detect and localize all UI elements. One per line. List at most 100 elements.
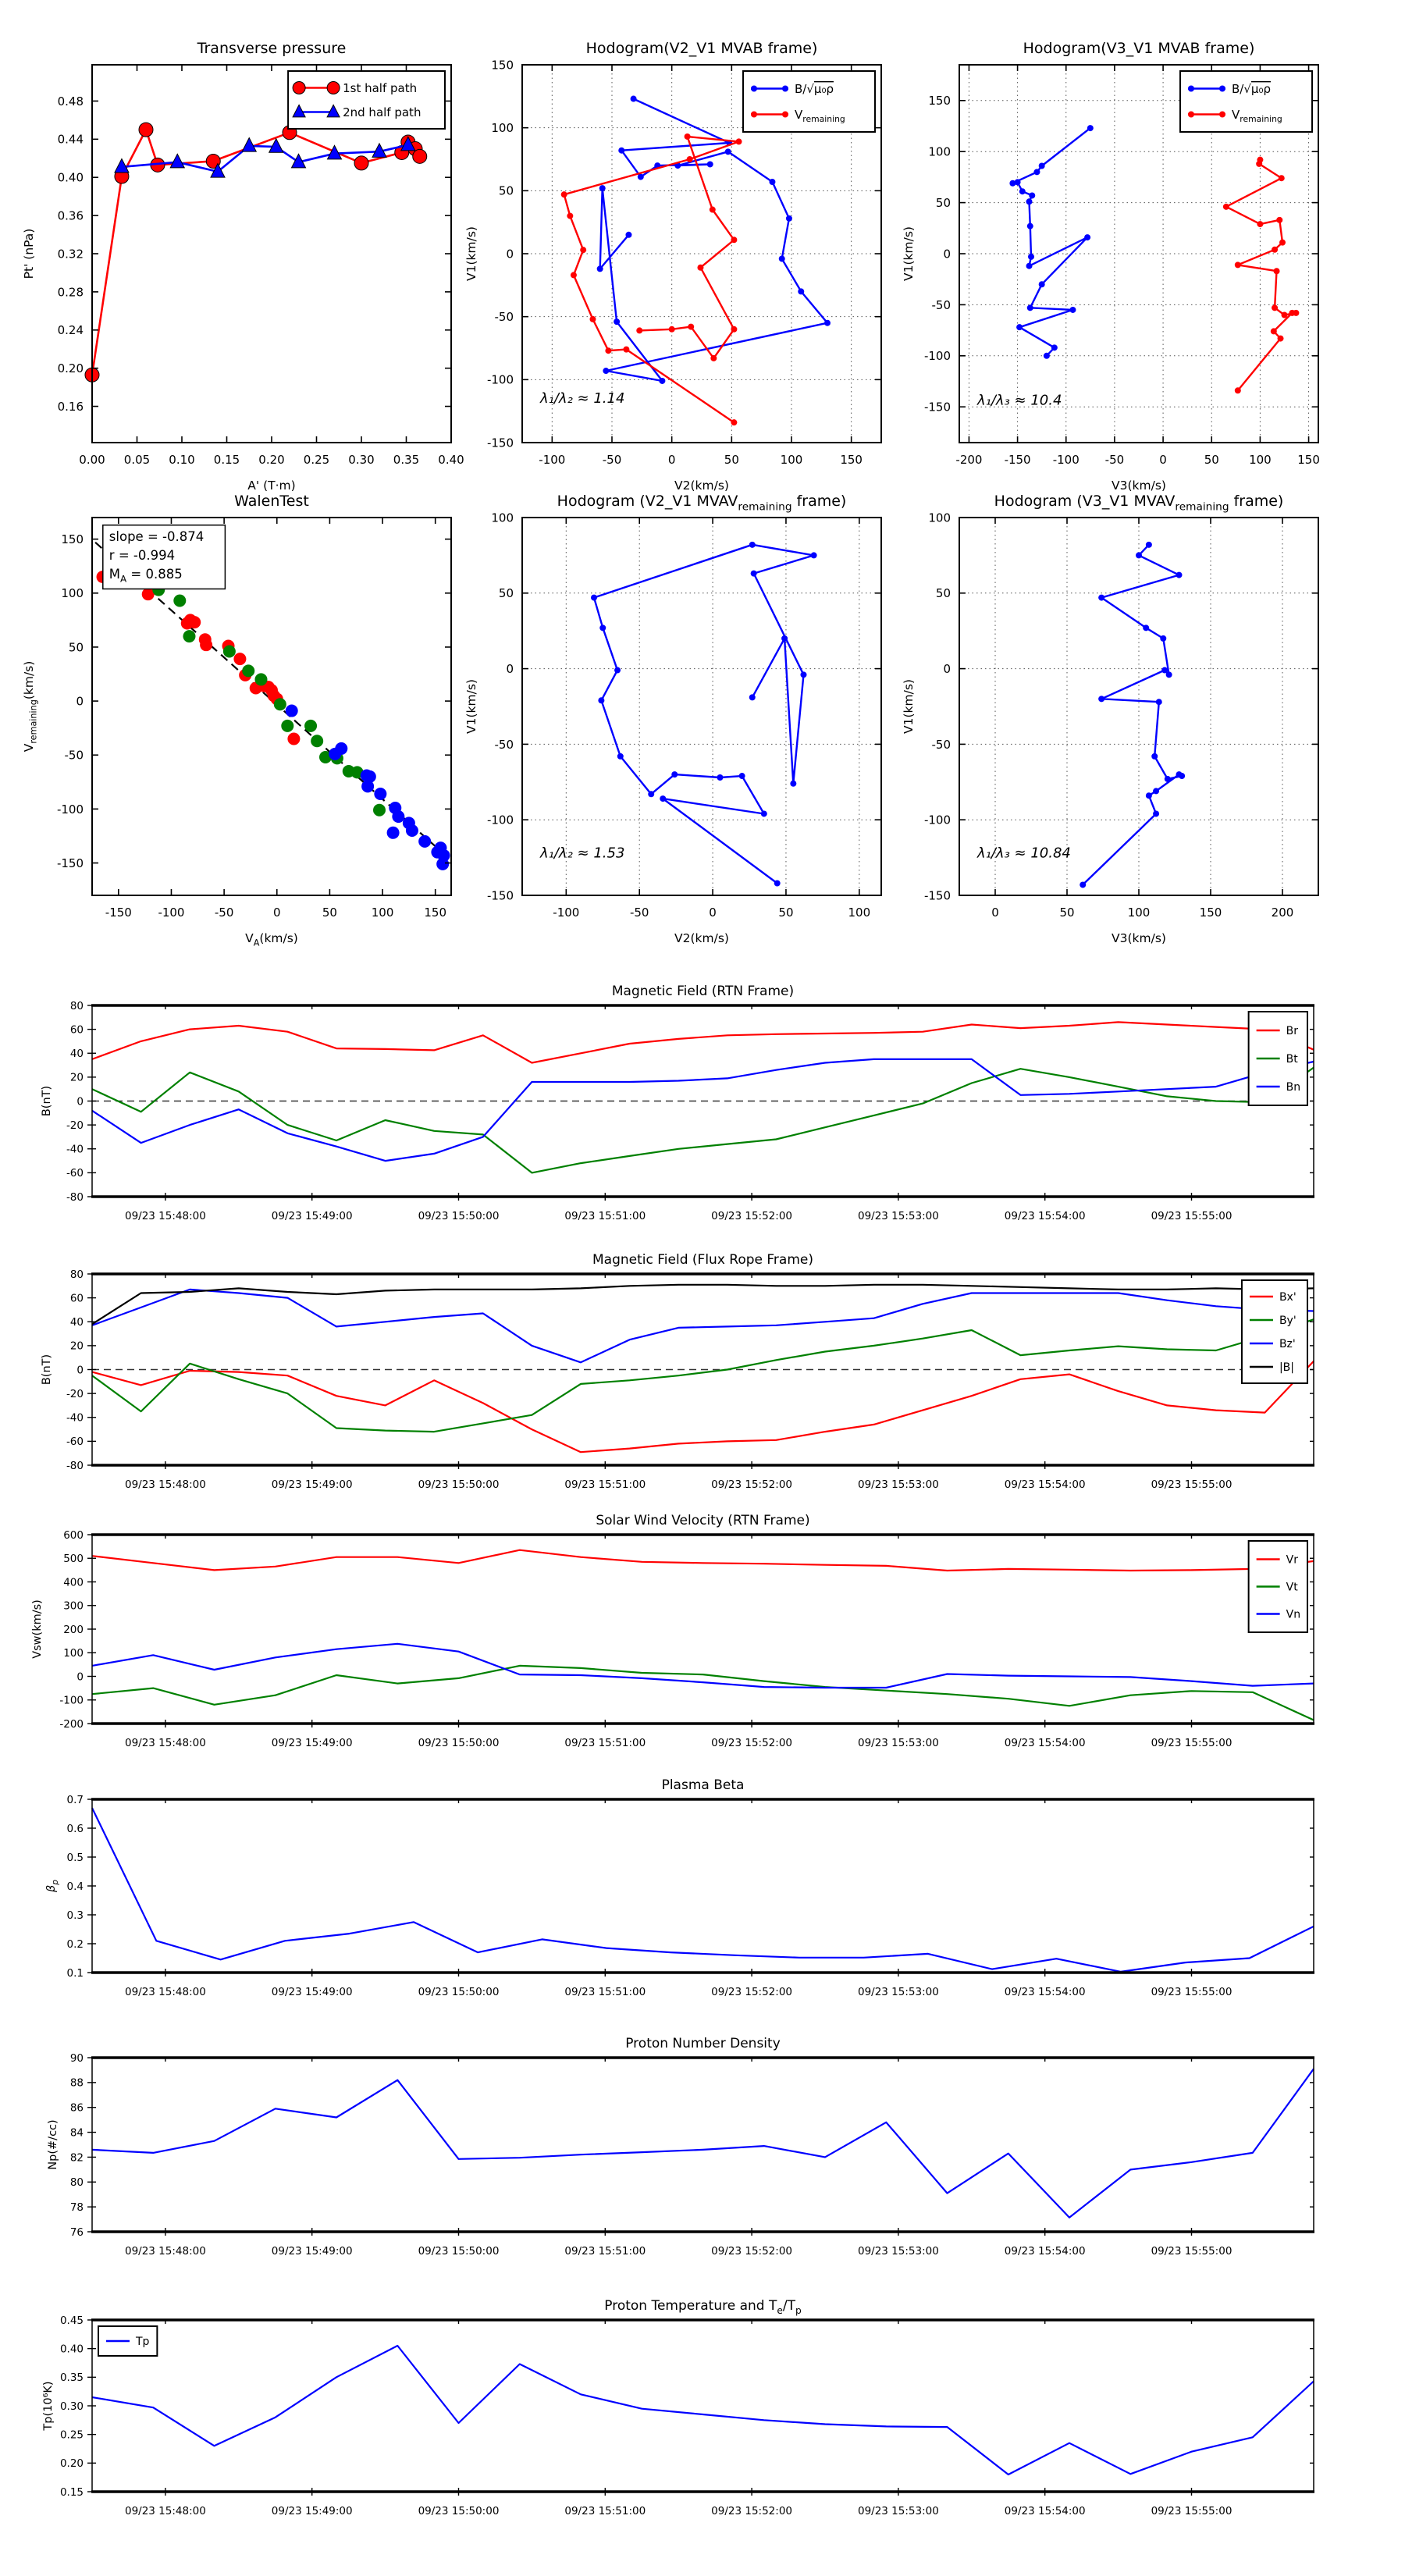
svg-text:0.40: 0.40: [438, 453, 464, 467]
svg-text:Magnetic Field (Flux Rope Fram: Magnetic Field (Flux Rope Frame): [592, 1252, 813, 1268]
svg-text:150: 150: [928, 94, 951, 108]
svg-text:100: 100: [1249, 453, 1272, 467]
chart-hodogram-v2v1-mvav: -100 -50 0 50 100 -150 -100 -50 0 50 100 Hodogram (…: [464, 493, 882, 945]
svg-text:λ₁/λ₃ ≈ 10.84: λ₁/λ₃ ≈ 10.84: [976, 845, 1071, 862]
svg-text:0: 0: [991, 906, 999, 920]
svg-text:09/23 15:52:00: 09/23 15:52:00: [711, 1737, 792, 1749]
svg-text:09/23 15:51:00: 09/23 15:51:00: [564, 1210, 646, 1222]
svg-text:76: 76: [70, 2226, 84, 2239]
chart-transverse-pressure: 0.00 0.05 0.10 0.15 0.20 0.25 0.30 0.35 0.40 0.16…: [22, 40, 464, 493]
svg-text:Magnetic Field (RTN Frame): Magnetic Field (RTN Frame): [612, 984, 794, 999]
svg-text:0.40: 0.40: [60, 2343, 84, 2356]
svg-text:0: 0: [943, 247, 951, 261]
svg-text:09/23 15:52:00: 09/23 15:52:00: [711, 1986, 792, 1998]
svg-text:400: 400: [63, 1576, 84, 1589]
svg-text:-50: -50: [932, 738, 951, 752]
svg-text:100: 100: [848, 906, 871, 920]
svg-text:150: 150: [424, 906, 446, 920]
svg-text:09/23 15:53:00: 09/23 15:53:00: [858, 1737, 939, 1749]
svg-text:2nd half path: 2nd half path: [343, 105, 421, 119]
svg-text:0.28: 0.28: [58, 285, 84, 299]
svg-text:Pt' (nPa): Pt' (nPa): [22, 229, 36, 279]
svg-text:09/23 15:51:00: 09/23 15:51:00: [564, 2245, 646, 2258]
chart-magnetic-field-rtn: 09/23 15:48:00 09/23 15:49:00 09/23 15:50:…: [41, 984, 1314, 1222]
svg-text:09/23 15:54:00: 09/23 15:54:00: [1005, 1478, 1086, 1491]
svg-text:0.1: 0.1: [67, 1967, 84, 1980]
svg-text:09/23 15:49:00: 09/23 15:49:00: [272, 2245, 353, 2258]
svg-text:-40: -40: [66, 1412, 84, 1425]
svg-text:09/23 15:50:00: 09/23 15:50:00: [418, 1478, 500, 1491]
svg-text:Vremaining: Vremaining: [1232, 108, 1282, 124]
svg-text:-150: -150: [487, 436, 514, 450]
svg-text:0.7: 0.7: [67, 1794, 84, 1806]
svg-text:09/23 15:48:00: 09/23 15:48:00: [125, 2245, 206, 2258]
svg-text:0.20: 0.20: [58, 361, 84, 375]
svg-text:Bx': Bx': [1279, 1291, 1297, 1304]
svg-text:0: 0: [506, 662, 514, 676]
svg-text:-50: -50: [495, 738, 514, 752]
svg-text:0.20: 0.20: [60, 2457, 84, 2470]
svg-text:0: 0: [76, 1364, 84, 1376]
svg-text:0: 0: [506, 247, 514, 261]
svg-text:50: 50: [1204, 453, 1219, 467]
svg-text:0.3: 0.3: [67, 1909, 84, 1922]
svg-text:r = -0.994: r = -0.994: [109, 548, 175, 563]
svg-text:WalenTest: WalenTest: [234, 493, 309, 510]
svg-text:MA = 0.885: MA = 0.885: [109, 567, 183, 585]
svg-text:0: 0: [668, 453, 676, 467]
svg-text:88: 88: [70, 2077, 84, 2090]
svg-text:B/√μ₀ρ: B/√μ₀ρ: [1232, 82, 1271, 96]
svg-text:-50: -50: [65, 749, 84, 763]
svg-text:Vt: Vt: [1286, 1582, 1299, 1594]
svg-text:09/23 15:50:00: 09/23 15:50:00: [418, 1737, 500, 1749]
svg-text:Bt: Bt: [1286, 1053, 1299, 1066]
svg-text:150: 150: [491, 58, 514, 72]
svg-text:VA(km/s): VA(km/s): [245, 931, 298, 948]
svg-text:-100: -100: [539, 453, 565, 467]
svg-text:09/23 15:51:00: 09/23 15:51:00: [564, 1478, 646, 1491]
svg-text:slope = -0.874: slope = -0.874: [109, 529, 204, 544]
svg-text:50: 50: [322, 906, 337, 920]
svg-text:B/√μ₀ρ: B/√μ₀ρ: [795, 82, 834, 96]
chart-hodogram-v2v1-mvab: -100 -50 0 50 100 150 -150 -100 -50 0 50 100 150 Hodo…: [464, 40, 882, 493]
svg-text:150: 150: [1200, 906, 1222, 920]
svg-text:09/23 15:52:00: 09/23 15:52:00: [711, 1478, 792, 1491]
svg-text:λ₁/λ₃ ≈ 10.4: λ₁/λ₃ ≈ 10.4: [976, 393, 1062, 409]
svg-text:0: 0: [76, 1095, 84, 1108]
svg-text:-100: -100: [59, 1695, 84, 1707]
svg-text:V3(km/s): V3(km/s): [1112, 931, 1166, 945]
svg-text:09/23 15:49:00: 09/23 15:49:00: [272, 1478, 353, 1491]
svg-text:100: 100: [491, 511, 514, 525]
svg-text:-50: -50: [932, 298, 951, 312]
svg-text:0.24: 0.24: [58, 323, 84, 337]
svg-text:200: 200: [63, 1624, 84, 1636]
svg-text:-150: -150: [487, 888, 514, 902]
svg-text:-100: -100: [924, 813, 951, 827]
svg-text:-150: -150: [1005, 453, 1031, 467]
svg-text:A' (T·m): A' (T·m): [247, 479, 295, 493]
svg-text:Br: Br: [1286, 1025, 1299, 1037]
svg-text:20: 20: [70, 1072, 84, 1084]
svg-text:Vn: Vn: [1286, 1609, 1300, 1621]
svg-text:-150: -150: [57, 856, 84, 870]
svg-text:80: 80: [70, 1000, 84, 1012]
svg-text:09/23 15:54:00: 09/23 15:54:00: [1005, 1986, 1086, 1998]
svg-text:Proton Temperature and Te/Tp: Proton Temperature and Te/Tp: [604, 2298, 802, 2316]
svg-text:200: 200: [1272, 906, 1294, 920]
svg-text:09/23 15:48:00: 09/23 15:48:00: [125, 1210, 206, 1222]
svg-text:0.05: 0.05: [124, 453, 150, 467]
svg-text:09/23 15:48:00: 09/23 15:48:00: [125, 1986, 206, 1998]
svg-text:-100: -100: [487, 373, 514, 387]
svg-text:0: 0: [273, 906, 281, 920]
svg-text:09/23 15:52:00: 09/23 15:52:00: [711, 1210, 792, 1222]
svg-text:09/23 15:51:00: 09/23 15:51:00: [564, 1986, 646, 1998]
svg-text:0.48: 0.48: [58, 94, 84, 109]
svg-text:0: 0: [76, 694, 84, 708]
svg-text:09/23 15:53:00: 09/23 15:53:00: [858, 2505, 939, 2517]
svg-text:09/23 15:49:00: 09/23 15:49:00: [272, 2505, 353, 2517]
svg-text:300: 300: [63, 1600, 84, 1613]
svg-text:Tp(10⁶K): Tp(10⁶K): [42, 2381, 55, 2431]
svg-text:100: 100: [928, 145, 951, 159]
svg-text:50: 50: [936, 196, 951, 210]
